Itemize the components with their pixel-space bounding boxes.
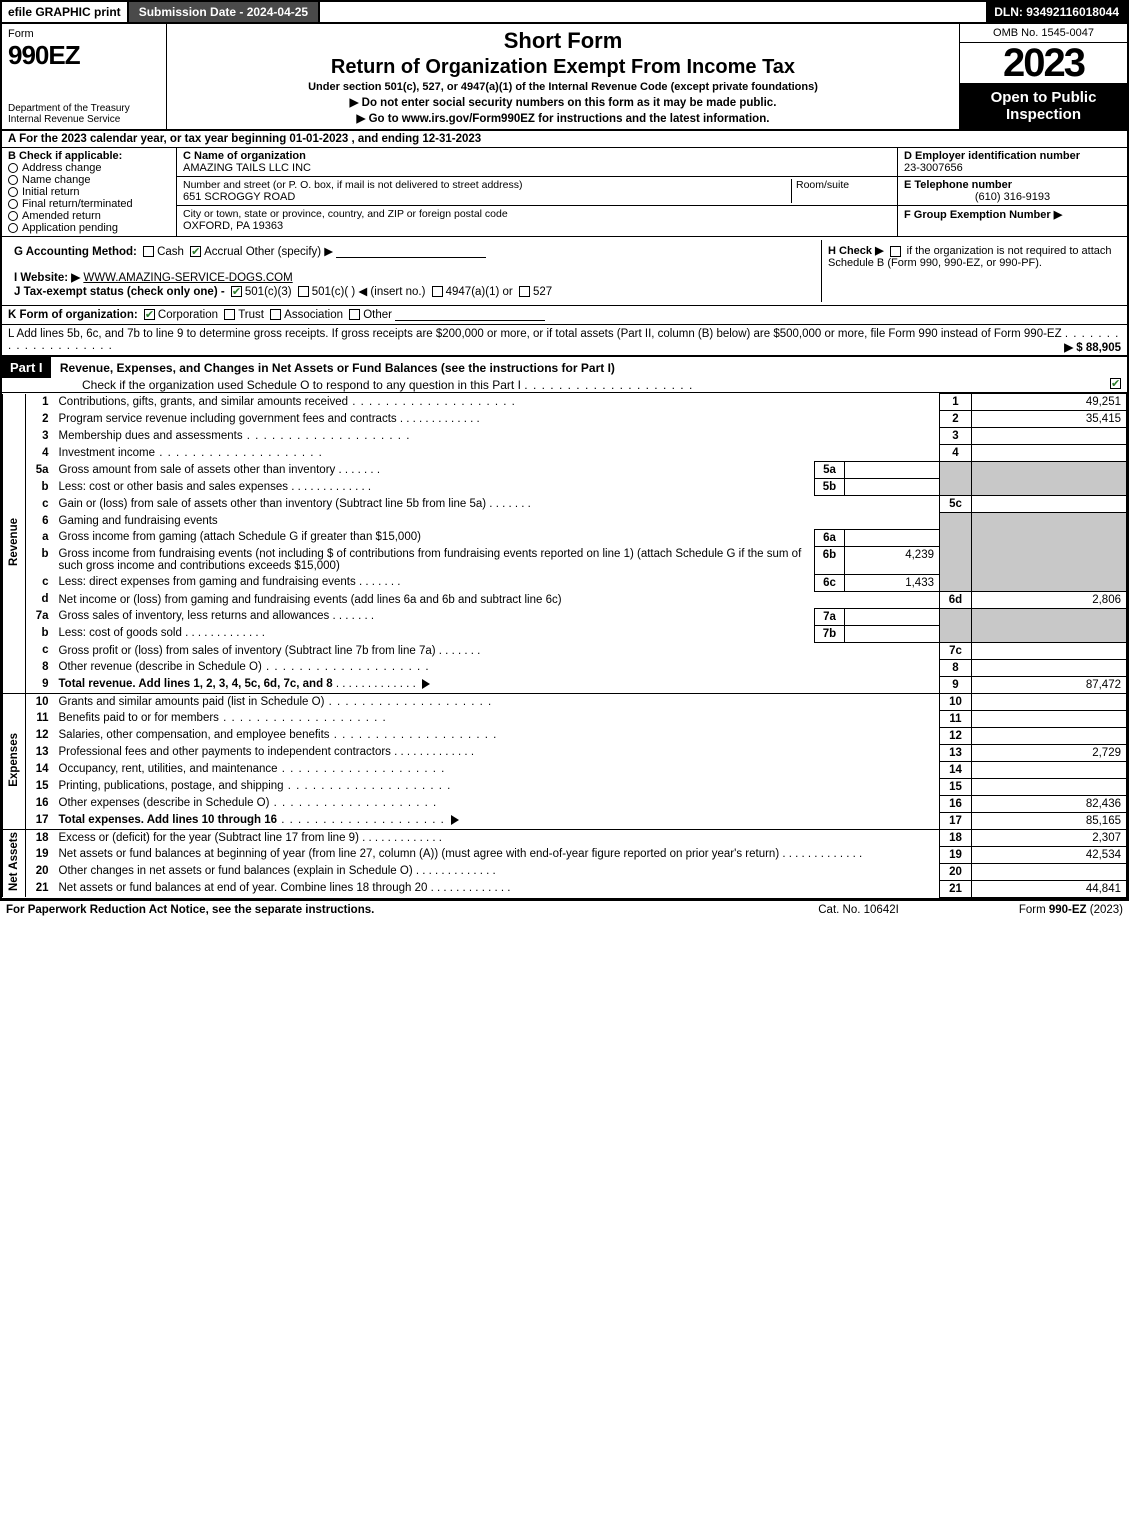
check-address-change[interactable]: Address change [8,162,170,174]
col-b-checkboxes: B Check if applicable: Address change Na… [2,148,177,236]
tax-year: 2023 [960,43,1127,83]
form-header: Form 990EZ Department of the Treasury In… [2,24,1127,131]
value-6b: 4,239 [845,546,940,574]
check-other-org[interactable] [349,309,360,320]
col-c-org: C Name of organization AMAZING TAILS LLC… [177,148,897,236]
form-990ez: efile GRAPHIC print Submission Date - 20… [0,0,1129,900]
section-b: B Check if applicable: Address change Na… [2,148,1127,237]
check-accrual[interactable] [190,246,201,257]
col-d-e-f: D Employer identification number 23-3007… [897,148,1127,236]
phone-value: (610) 316-9193 [904,191,1121,203]
expenses-side-label: Expenses [3,693,26,829]
value-6c: 1,433 [845,574,940,591]
row-k: K Form of organization: Corporation Trus… [2,306,1127,325]
value-line17: 85,165 [972,812,1127,829]
check-amended[interactable]: Amended return [8,210,170,222]
value-line2: 35,415 [972,411,1127,428]
topbar: efile GRAPHIC print Submission Date - 20… [2,2,1127,24]
check-cash[interactable] [143,246,154,257]
check-schedule-b[interactable] [890,246,901,257]
check-pending[interactable]: Application pending [8,222,170,234]
value-line13: 2,729 [972,744,1127,761]
lines-table: Revenue 1 Contributions, gifts, grants, … [2,393,1127,898]
form-number: 990EZ [8,40,160,71]
do-not-enter: ▶ Do not enter social security numbers o… [175,95,951,109]
value-line16: 82,436 [972,795,1127,812]
city-value: OXFORD, PA 19363 [183,220,283,232]
b-header: B Check if applicable: [8,150,170,162]
under-section: Under section 501(c), 527, or 4947(a)(1)… [175,81,951,93]
d-label: D Employer identification number [904,150,1080,162]
k-label: K Form of organization: [8,309,138,321]
i-label: I Website: ▶ [14,272,80,284]
j-label: J Tax-exempt status (check only one) - [14,286,225,298]
room-label: Room/suite [796,179,849,191]
part1-checkline: Check if the organization used Schedule … [2,378,693,392]
check-association[interactable] [270,309,281,320]
value-6d: 2,806 [972,591,1127,608]
l-text: L Add lines 5b, 6c, and 7b to line 9 to … [8,328,1062,340]
check-4947[interactable] [432,286,443,297]
return-title: Return of Organization Exempt From Incom… [175,56,951,79]
footer-cat: Cat. No. 10642I [818,904,899,916]
footer-right: Form 990-EZ (2023) [1019,904,1123,916]
ein-value: 23-3007656 [904,162,963,174]
check-527[interactable] [519,286,530,297]
h-label: H Check ▶ [828,245,884,257]
value-line19: 42,534 [972,846,1127,863]
part1-title: Revenue, Expenses, and Changes in Net As… [54,359,621,377]
value-line9: 87,472 [972,676,1127,693]
page-footer: For Paperwork Reduction Act Notice, see … [0,900,1129,919]
e-label: E Telephone number [904,179,1012,191]
org-name: AMAZING TAILS LLC INC [183,162,311,174]
check-schedule-o[interactable] [1110,378,1121,389]
part1-bar: Part I [2,357,51,378]
value-line1: 49,251 [972,394,1127,411]
open-to-public: Open to Public Inspection [960,83,1127,129]
check-corporation[interactable] [144,309,155,320]
value-line21: 44,841 [972,880,1127,897]
netassets-side-label: Net Assets [3,829,26,897]
f-label: F Group Exemption Number ▶ [904,209,1062,221]
goto-link[interactable]: ▶ Go to www.irs.gov/Form990EZ for instru… [175,111,951,125]
check-501c[interactable] [298,286,309,297]
form-label: Form [8,28,160,40]
submission-date: Submission Date - 2024-04-25 [127,2,320,22]
revenue-side-label: Revenue [3,394,26,694]
dln-label: DLN: 93492116018044 [986,2,1127,22]
value-line18: 2,307 [972,829,1127,846]
check-name-change[interactable]: Name change [8,174,170,186]
check-trust[interactable] [224,309,235,320]
short-form-title: Short Form [175,28,951,54]
row-l: L Add lines 5b, 6c, and 7b to line 9 to … [2,325,1127,356]
street-label: Number and street (or P. O. box, if mail… [183,179,522,191]
g-label: G Accounting Method: [14,246,137,258]
efile-label: efile GRAPHIC print [2,2,127,22]
city-label: City or town, state or province, country… [183,208,508,220]
department-label: Department of the Treasury Internal Reve… [8,103,160,125]
footer-left: For Paperwork Reduction Act Notice, see … [6,904,818,916]
c-label: C Name of organization [183,150,306,162]
check-final-return[interactable]: Final return/terminated [8,198,170,210]
street-value: 651 SCROGGY ROAD [183,191,295,203]
row-g-h: G Accounting Method: Cash Accrual Other … [2,237,1127,306]
row-a-taxyear: A For the 2023 calendar year, or tax yea… [2,131,1127,148]
part1-header: Part I Revenue, Expenses, and Changes in… [2,356,1127,393]
check-initial-return[interactable]: Initial return [8,186,170,198]
website-value[interactable]: WWW.AMAZING-SERVICE-DOGS.COM [83,272,292,284]
l-value: ▶ $ 88,905 [1064,340,1121,354]
check-501c3[interactable] [231,286,242,297]
